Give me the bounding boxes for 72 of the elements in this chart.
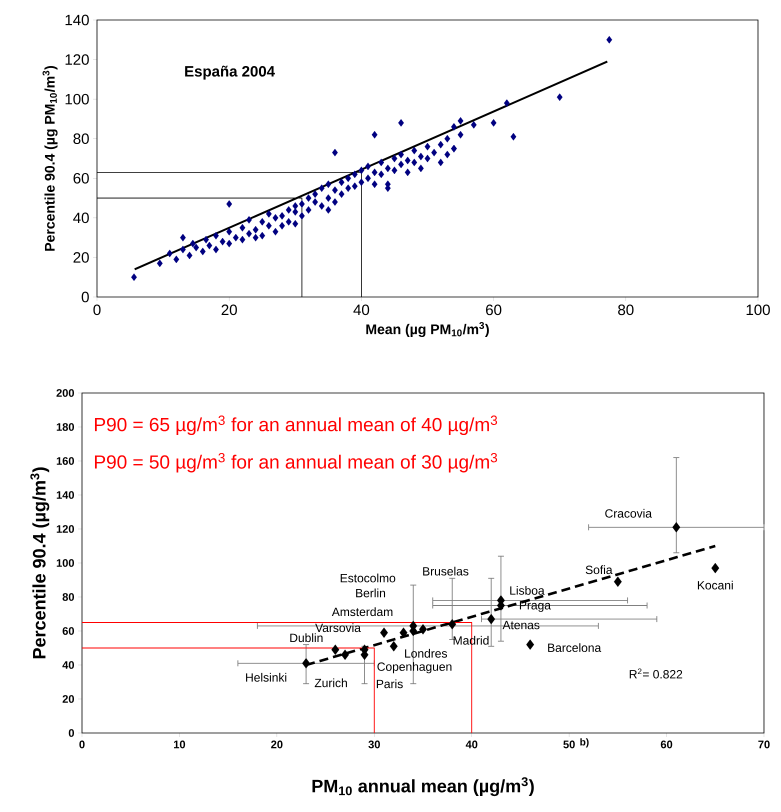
y-tick-label: 40 [73, 212, 89, 224]
annotation: Sofia [586, 565, 613, 574]
y-tick-label: 100 [56, 559, 74, 567]
x-tick-label: 10 [174, 740, 186, 748]
y-tick-label: 80 [62, 593, 74, 601]
annotation: Helsinki [246, 672, 286, 682]
text: b) [580, 738, 589, 748]
point [419, 624, 427, 634]
annotation: Lisboa [510, 586, 545, 595]
y-tick-label: 60 [62, 627, 74, 635]
x-tick-label: 0 [93, 304, 101, 316]
x-axis-title: Mean (µg PM$_{10}$/m$^{3}$) [366, 322, 489, 338]
annotation: Bruselas [423, 566, 468, 576]
annotation: P90 = 65 µg/m$^{3}$ for an annual mean of 40 µg/m$^{3}$ [94, 416, 498, 436]
y-tick-label: 60 [74, 172, 89, 184]
x-axis-title: PM$_{10}$ annual mean (µg/m$^{3}$) [312, 777, 534, 796]
x-tick-label: 60 [660, 740, 672, 748]
annotation: Barcelona [548, 643, 602, 652]
point [302, 658, 310, 668]
point [400, 627, 408, 638]
annotation: España 2004 [185, 66, 275, 80]
y-tick-label: 140 [66, 14, 89, 26]
x-tick-label: 40 [466, 740, 478, 748]
point [711, 562, 720, 574]
x-tick-label: 40 [353, 304, 370, 316]
y-tick-label: 0 [68, 729, 74, 737]
annotation: Praga [520, 601, 551, 612]
point [614, 576, 622, 587]
x-tick-label: 20 [222, 304, 237, 316]
y-tick-label: 20 [62, 695, 74, 703]
annotation: Berlin [356, 588, 386, 598]
annotation: Cracovia [605, 508, 652, 518]
point [331, 644, 340, 655]
annotation: Paris [376, 679, 403, 688]
point [672, 522, 680, 532]
annotation: R$^{2}$= 0.822 [630, 668, 682, 679]
x-tick-label: 60 [486, 304, 502, 316]
point [526, 639, 534, 650]
annotation: Copenhaguen [377, 662, 452, 674]
annotation: P90 = 50 µg/m$^{3}$ for an annual mean of 30 µg/m$^{3}$ [94, 452, 498, 472]
annotation: Amsterdam [332, 607, 392, 616]
x-tick-label: 100 [746, 304, 770, 316]
y-tick-label: 140 [56, 491, 74, 499]
y-axis-title: Percentile 90.4 (µg/m$^{3}$) [30, 467, 50, 658]
annotation: Dublin [290, 633, 323, 642]
y-tick-label: 200 [56, 389, 74, 397]
x-tick-label: 30 [368, 740, 380, 748]
point [341, 650, 349, 660]
annotation: Kocani [698, 580, 733, 590]
annotation: Varsovia [315, 623, 361, 632]
point [380, 627, 388, 638]
y-tick-label: 80 [73, 133, 89, 144]
point [487, 614, 496, 624]
x-tick-label: 20 [271, 740, 283, 748]
annotation: Londres [405, 648, 448, 658]
y-tick-label: 20 [74, 252, 89, 263]
y-tick-label: 120 [56, 525, 74, 533]
y-tick-label: 120 [66, 54, 89, 65]
x-tick-label: 50 [563, 740, 575, 748]
y-tick-label: 40 [62, 661, 74, 669]
y-tick-label: 160 [56, 457, 74, 465]
y-axis-title: Percentile 90.4 (µg PM$_{10}$/m$^{3}$) [42, 66, 58, 251]
point [448, 619, 456, 630]
y-tick-label: 0 [82, 292, 89, 302]
annotation: Zurich [314, 678, 347, 688]
annotation: Atenas [502, 620, 540, 630]
annotation: Estocolmo [340, 574, 396, 582]
point [390, 641, 398, 652]
y-tick-label: 180 [56, 423, 74, 431]
x-tick-label: 80 [618, 304, 634, 316]
x-tick-label: 70 [758, 740, 770, 748]
y-tick-label: 100 [66, 94, 89, 104]
